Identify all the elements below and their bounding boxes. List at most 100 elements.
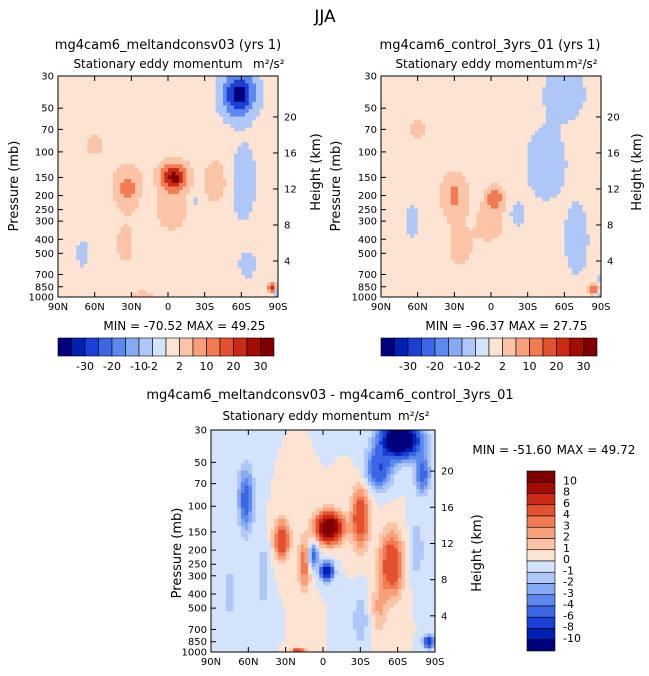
field-cell <box>491 98 496 103</box>
field-cell <box>256 289 261 294</box>
field-cell <box>190 238 195 243</box>
field-cell <box>190 223 195 228</box>
field-cell <box>436 76 441 81</box>
field-cell <box>447 153 452 158</box>
field-cell <box>153 241 158 246</box>
field-cell <box>417 105 422 110</box>
field-cell <box>454 112 459 118</box>
field-cell <box>109 201 114 206</box>
field-cell <box>76 149 81 154</box>
field-cell <box>171 274 176 280</box>
field-cell <box>138 289 143 294</box>
field-cell <box>164 193 169 199</box>
field-cell <box>560 123 565 129</box>
field-cell <box>575 83 580 88</box>
field-cell <box>72 282 77 287</box>
field-cell <box>425 131 430 136</box>
field-cell <box>98 289 103 294</box>
field-cell <box>80 201 85 206</box>
field-cell <box>80 274 85 280</box>
field-cell <box>142 90 147 95</box>
field-cell <box>447 127 452 132</box>
field-cell <box>443 116 448 121</box>
field-cell <box>223 109 228 114</box>
field-cell <box>564 87 569 92</box>
field-cell <box>483 116 488 121</box>
field-cell <box>168 134 173 140</box>
field-cell <box>248 116 253 121</box>
field-cell <box>113 157 118 162</box>
field-cell <box>568 134 573 140</box>
field-cell <box>94 175 99 180</box>
field-cell <box>509 79 514 84</box>
field-cell <box>146 271 151 276</box>
field-cell <box>399 83 404 88</box>
field-cell <box>138 112 143 118</box>
field-cell <box>69 79 74 84</box>
field-cell <box>524 123 529 129</box>
field-cell <box>241 120 246 125</box>
field-cell <box>190 179 195 184</box>
x-tick-label: 60N <box>85 302 105 313</box>
field-cell <box>87 120 92 125</box>
field-cell <box>212 274 217 280</box>
field-cell <box>168 227 173 232</box>
field-cell <box>267 182 272 187</box>
field-cell <box>171 186 176 191</box>
field-cell <box>182 274 187 280</box>
field-cell <box>458 145 463 151</box>
field-cell <box>502 76 507 81</box>
field-cell <box>91 127 96 132</box>
field-cell <box>69 142 74 147</box>
field-cell <box>142 271 147 276</box>
field-cell <box>160 252 165 257</box>
field-cell <box>234 145 239 151</box>
field-cell <box>182 215 187 221</box>
field-cell <box>399 127 404 132</box>
field-cell <box>557 105 562 110</box>
field-cell <box>270 289 275 294</box>
field-cell <box>204 149 209 154</box>
field-cell <box>388 94 393 99</box>
field-cell <box>72 267 77 272</box>
field-cell <box>102 241 107 246</box>
field-cell <box>410 90 415 95</box>
field-cell <box>241 90 246 95</box>
field-cell <box>267 260 272 265</box>
field-cell <box>102 112 107 118</box>
field-cell <box>87 101 92 106</box>
field-cell <box>201 131 206 136</box>
field-cell <box>193 249 198 254</box>
field-cell <box>65 245 70 250</box>
field-cell <box>586 120 591 125</box>
field-cell <box>91 105 96 110</box>
field-cell <box>263 278 268 283</box>
field-cell <box>135 215 140 221</box>
field-cell <box>226 267 231 272</box>
field-cell <box>248 204 253 210</box>
field-cell <box>421 79 426 84</box>
field-cell <box>245 145 250 151</box>
field-cell <box>494 90 499 95</box>
field-cell <box>219 193 224 199</box>
field-cell <box>69 112 74 118</box>
field-cell <box>520 145 525 151</box>
field-cell <box>83 197 88 202</box>
field-cell <box>502 116 507 121</box>
field-cell <box>252 138 257 143</box>
field-cell <box>204 260 209 265</box>
field-cell <box>182 76 187 81</box>
field-cell <box>175 223 180 228</box>
field-cell <box>590 105 595 110</box>
field-cell <box>256 234 261 239</box>
field-cell <box>94 230 99 235</box>
field-cell <box>256 127 261 132</box>
field-cell <box>212 142 217 147</box>
field-cell <box>175 252 180 257</box>
field-cell <box>234 186 239 191</box>
field-cell <box>149 112 154 118</box>
field-cell <box>476 153 481 158</box>
field-cell <box>428 127 433 132</box>
field-cell <box>509 94 514 99</box>
field-cell <box>505 134 510 140</box>
